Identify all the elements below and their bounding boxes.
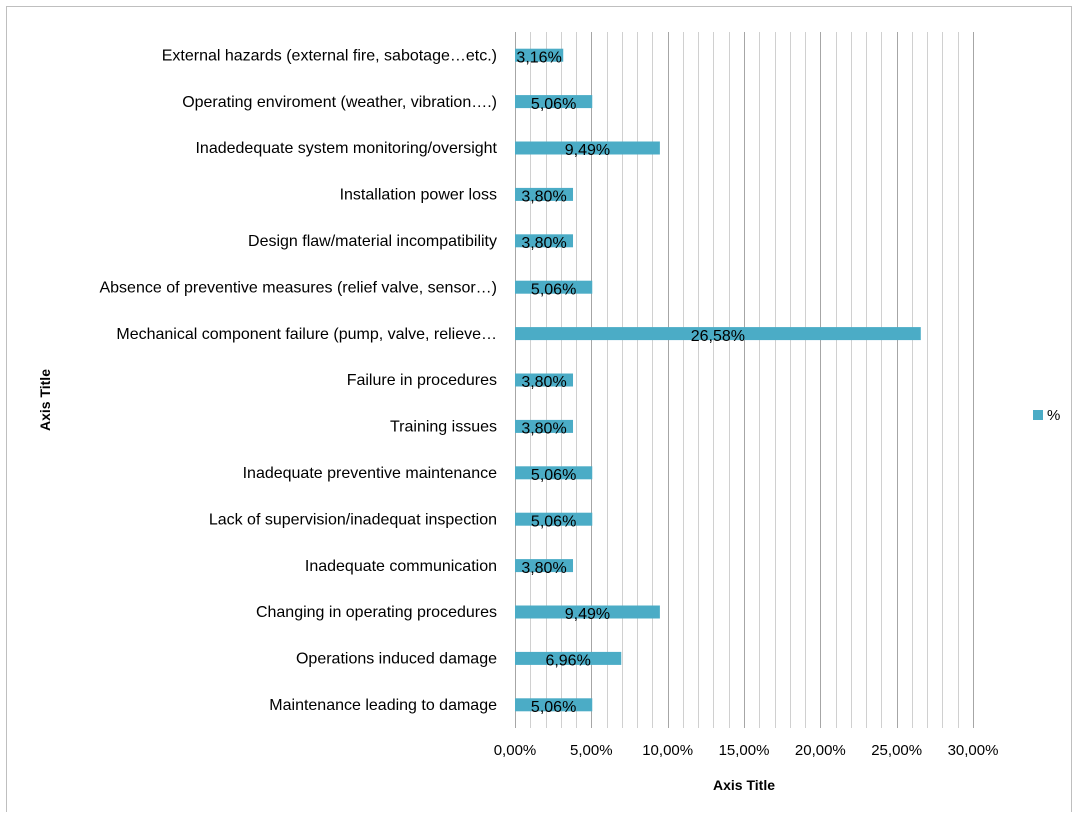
bar	[515, 95, 593, 109]
bar	[515, 234, 574, 248]
data-label: 3,80%	[521, 560, 566, 577]
bar	[515, 187, 574, 201]
bar	[515, 327, 921, 341]
data-label: 6,96%	[545, 653, 590, 670]
data-label: 3,80%	[521, 421, 566, 438]
category-label: Operating enviroment (weather, vibration…	[182, 94, 497, 111]
legend-label: %	[1047, 407, 1060, 424]
category-label: Operations induced damage	[296, 651, 497, 668]
x-tick-label: 15,00%	[719, 742, 770, 759]
category-label: Mechanical component failure (pump, valv…	[116, 326, 497, 343]
legend-swatch	[1033, 410, 1043, 420]
category-label: Training issues	[390, 419, 497, 436]
x-tick-label: 10,00%	[642, 742, 693, 759]
x-tick-labels: 0,00% 5,00% 10,00% 15,00% 20,00% 25,00% 30,00%	[494, 742, 999, 759]
category-label: Inadedequate system monitoring/oversight	[195, 140, 497, 157]
bar	[515, 512, 593, 526]
category-label: Absence of preventive measures (relief v…	[99, 279, 497, 296]
category-label: Inadequate communication	[305, 558, 497, 575]
data-label: 5,06%	[531, 513, 576, 530]
bar	[515, 419, 574, 433]
x-tick-label: 25,00%	[871, 742, 922, 759]
chart-frame	[6, 6, 1072, 812]
bar	[515, 141, 660, 155]
category-label: Maintenance leading to damage	[269, 697, 497, 714]
legend: %	[1033, 407, 1060, 424]
data-label: 3,16%	[516, 49, 561, 66]
data-label: 9,49%	[565, 606, 610, 623]
data-labels: 3,16% 5,06% 9,49% 3,80% 3,80% 5,06% 26,58% 3,80…	[516, 49, 745, 716]
data-label: 9,49%	[565, 142, 610, 159]
x-tick-label: 20,00%	[795, 742, 846, 759]
x-tick-label: 30,00%	[948, 742, 999, 759]
bar	[515, 373, 574, 387]
x-axis-title: Axis Title	[713, 777, 775, 793]
bar	[515, 466, 593, 480]
category-label: External hazards (external fire, sabotag…	[162, 47, 497, 64]
bar	[515, 280, 593, 294]
y-axis-title: Axis Title	[37, 369, 53, 431]
bar	[515, 559, 574, 573]
data-label: 5,06%	[531, 467, 576, 484]
data-label: 3,80%	[521, 374, 566, 391]
data-label: 5,06%	[531, 96, 576, 113]
bar	[515, 605, 660, 619]
category-label: Design flaw/material incompatibility	[248, 233, 497, 250]
bar	[515, 698, 593, 712]
bar	[515, 48, 564, 62]
category-labels: External hazards (external fire, sabotag…	[99, 47, 497, 714]
bars	[515, 48, 921, 712]
data-label: 26,58%	[691, 328, 745, 345]
category-label: Inadequate preventive maintenance	[243, 465, 498, 482]
data-label: 5,06%	[531, 281, 576, 298]
data-label: 5,06%	[531, 699, 576, 716]
category-label: Changing in operating procedures	[256, 604, 497, 621]
bar	[515, 651, 622, 665]
category-label: Lack of supervision/inadequat inspection	[209, 511, 497, 528]
category-label: Failure in procedures	[347, 372, 497, 389]
x-tick-label: 5,00%	[570, 742, 613, 759]
x-tick-label: 0,00%	[494, 742, 537, 759]
data-label: 3,80%	[521, 189, 566, 206]
data-label: 3,80%	[521, 235, 566, 252]
gridlines	[530, 32, 974, 728]
category-label: Installation power loss	[340, 187, 497, 204]
